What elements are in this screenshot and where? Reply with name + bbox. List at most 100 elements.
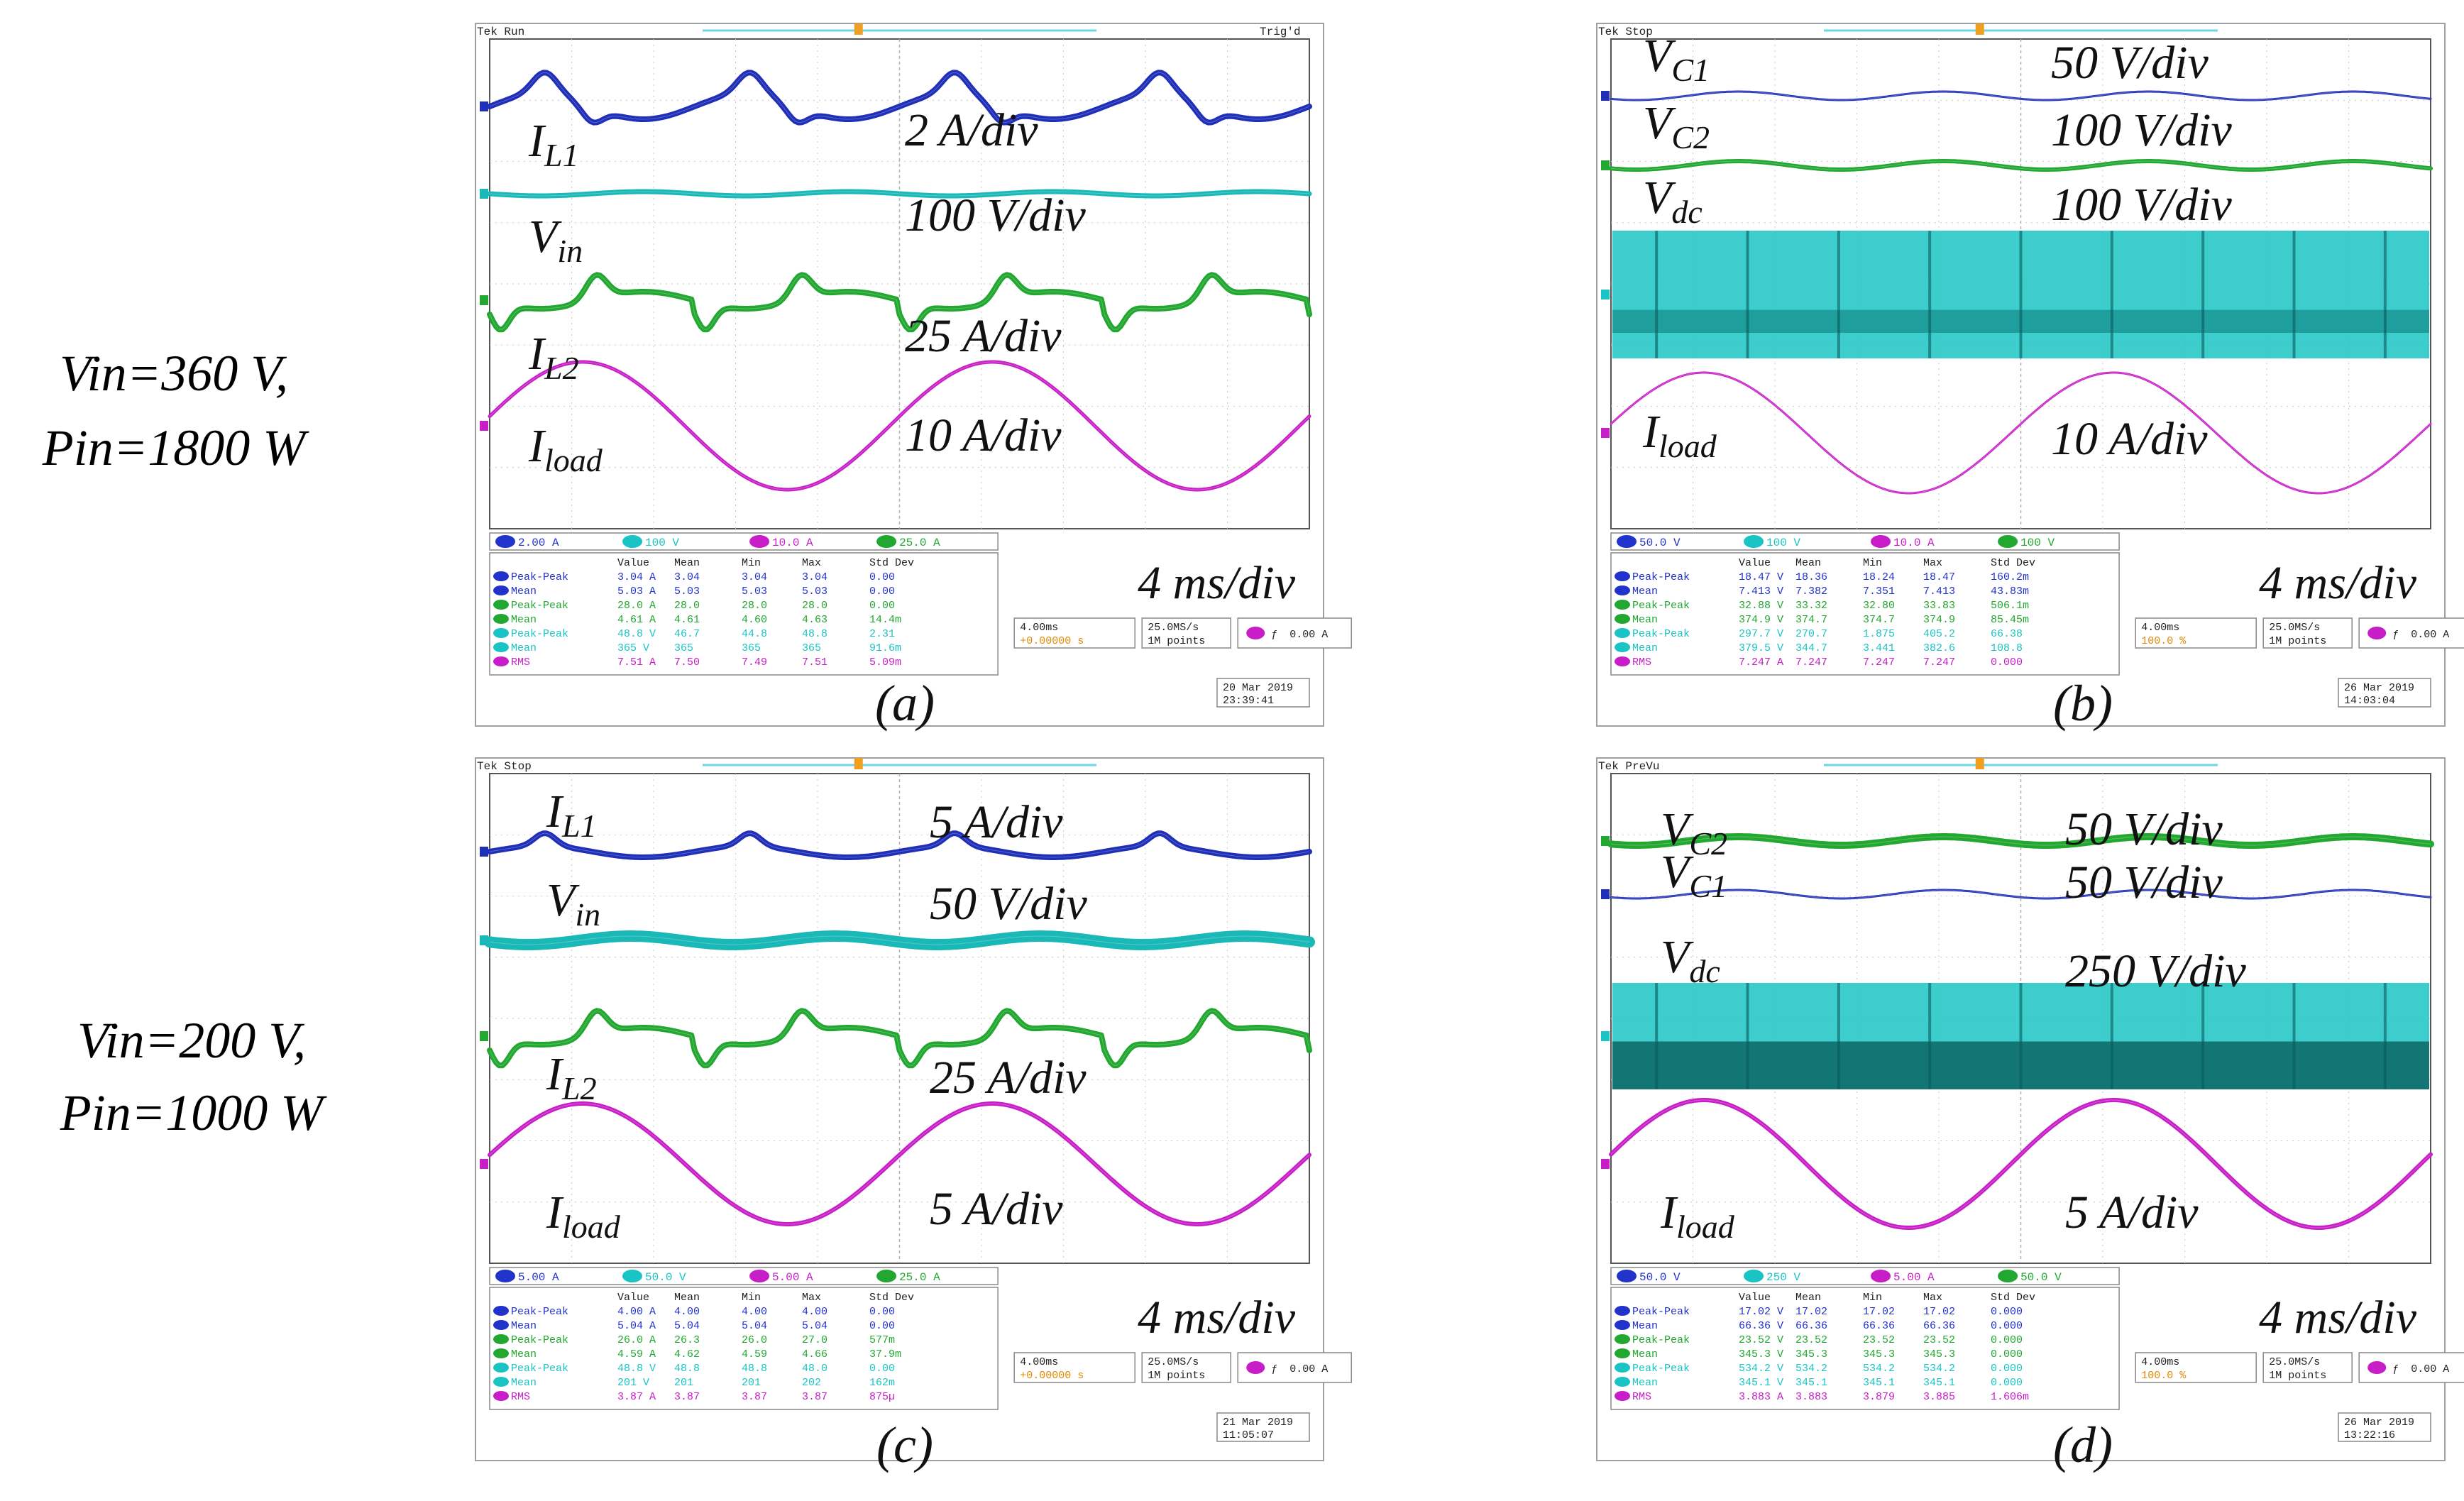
measurement-value: 3.87 bbox=[742, 1391, 767, 1403]
measurement-value: 44.8 bbox=[742, 628, 767, 640]
trace-name-label: Iload bbox=[528, 420, 603, 478]
trace-highlight bbox=[1610, 160, 2431, 170]
channel-scale-value: 100 V bbox=[645, 537, 679, 549]
timebase-label: 4 ms/div bbox=[1138, 557, 1296, 609]
measurement-value: 7.247 bbox=[1863, 656, 1895, 669]
measurement-name: RMS bbox=[511, 656, 530, 669]
measurement-name: Peak-Peak bbox=[511, 1363, 568, 1375]
trace-scale-label: 5 A/div bbox=[2065, 1187, 2199, 1238]
channel-badge bbox=[1744, 1270, 1764, 1282]
trace-name-label: Vin bbox=[546, 874, 600, 933]
channel-scale-value: 10.0 A bbox=[1893, 537, 1935, 549]
trace-name-label: VC1 bbox=[1661, 846, 1727, 904]
measurement-value: 374.9 bbox=[1923, 614, 1955, 626]
trace-i-load bbox=[1610, 371, 2432, 495]
measurement-value: 18.36 bbox=[1795, 571, 1827, 583]
measurement-value: 534.2 bbox=[1923, 1363, 1955, 1375]
channel-badge bbox=[1617, 1270, 1637, 1282]
measurement-value: 297.7 V bbox=[1739, 628, 1783, 640]
measurement-value: 48.8 bbox=[742, 1363, 767, 1375]
timebase-label: 4 ms/div bbox=[2259, 1292, 2417, 1343]
measurement-value: 4.00 bbox=[802, 1306, 827, 1318]
trace-name-label: Iload bbox=[1642, 406, 1717, 464]
measurement-value: 32.80 bbox=[1863, 600, 1895, 612]
trigger-level: 0.00 A bbox=[2411, 1363, 2449, 1375]
measurement-value: 18.47 bbox=[1923, 571, 1955, 583]
measurement-value: 37.9m bbox=[869, 1348, 901, 1360]
trace-scale-label: 25 A/div bbox=[905, 310, 1062, 362]
measurement-value: 5.04 bbox=[674, 1320, 700, 1332]
sample-rate: 25.0MS/s bbox=[1148, 1356, 1199, 1368]
measurement-header: Value bbox=[617, 1292, 649, 1304]
measurement-value: 17.02 bbox=[1795, 1306, 1827, 1318]
ground-marker bbox=[1601, 290, 1610, 299]
measurement-header: Max bbox=[802, 1292, 821, 1304]
horizontal-scale: 4.00ms bbox=[1020, 1356, 1058, 1368]
measurement-value: 66.36 bbox=[1923, 1320, 1955, 1332]
trace-i-L1 bbox=[487, 70, 1312, 126]
trace-line bbox=[488, 1101, 1311, 1226]
measurement-value: 2.31 bbox=[869, 628, 895, 640]
measurement-value: 108.8 bbox=[1991, 642, 2023, 654]
trigger-slope-icon: ƒ bbox=[1271, 1363, 1277, 1375]
measurement-table: Value Mean Min Max Std Dev Peak-Peak 18.47 V 18… bbox=[1610, 552, 2120, 676]
measurement-value: 345.1 bbox=[1863, 1377, 1895, 1389]
measurement-channel-badge bbox=[493, 600, 509, 610]
row-label-2-line2: Pin=1000 W bbox=[60, 1084, 328, 1141]
channel-scale-value: 50.0 V bbox=[1639, 537, 1681, 549]
ground-marker bbox=[480, 421, 488, 431]
measurement-name: Peak-Peak bbox=[1632, 628, 1690, 640]
measurement-header: Mean bbox=[1795, 1292, 1821, 1304]
measurement-name: Peak-Peak bbox=[511, 571, 568, 583]
measurement-value: 7.49 bbox=[742, 656, 767, 669]
trace-scale-label: 100 V/div bbox=[2051, 179, 2232, 231]
measurement-value: 0.000 bbox=[1991, 1363, 2023, 1375]
panel-caption: (a) bbox=[875, 675, 935, 732]
measurement-value: 5.03 A bbox=[617, 585, 656, 598]
trigger-channel-badge bbox=[2367, 627, 2387, 639]
measurement-value: 374.7 bbox=[1863, 614, 1895, 626]
measurement-value: 3.04 bbox=[802, 571, 827, 583]
ground-marker bbox=[480, 189, 488, 199]
trace-v-C1 bbox=[1610, 90, 2432, 101]
measurement-value: 48.8 bbox=[674, 1363, 700, 1375]
trace-name-label: VC2 bbox=[1643, 97, 1710, 155]
trigger-channel-badge bbox=[1246, 627, 1265, 639]
trace-highlight bbox=[489, 274, 1310, 330]
ground-marker bbox=[1601, 1159, 1610, 1169]
measurement-value: 14.4m bbox=[869, 614, 901, 626]
measurement-value: 66.36 bbox=[1863, 1320, 1895, 1332]
ground-marker bbox=[1601, 160, 1610, 170]
trigger-marker bbox=[854, 23, 863, 35]
measurement-channel-badge bbox=[1615, 1348, 1630, 1358]
measurement-header: Mean bbox=[1795, 557, 1821, 569]
measurement-value: 7.382 bbox=[1795, 585, 1827, 598]
acquisition-time: 14:03:04 bbox=[2344, 695, 2395, 707]
trigger-position: +0.00000 s bbox=[1020, 635, 1084, 647]
trigger-marker bbox=[854, 758, 863, 769]
record-length: 1M points bbox=[1148, 1370, 1205, 1382]
measurement-value: 201 V bbox=[617, 1377, 649, 1389]
measurement-value: 3.441 bbox=[1863, 642, 1895, 654]
measurement-value: 33.83 bbox=[1923, 600, 1955, 612]
measurement-value: 5.03 bbox=[802, 585, 827, 598]
measurement-value: 379.5 V bbox=[1739, 642, 1783, 654]
row-label-1-line2: Pin=1800 W bbox=[42, 419, 310, 476]
measurement-value: 7.413 V bbox=[1739, 585, 1783, 598]
measurement-value: 28.0 bbox=[674, 600, 700, 612]
measurement-value: 26.0 bbox=[742, 1334, 767, 1346]
measurement-name: Mean bbox=[1632, 642, 1658, 654]
measurement-name: Mean bbox=[511, 1348, 537, 1360]
measurement-channel-badge bbox=[493, 1391, 509, 1401]
measurement-value: 365 V bbox=[617, 642, 649, 654]
measurement-table-frame bbox=[489, 1287, 999, 1410]
panel-caption: (c) bbox=[876, 1417, 933, 1473]
horizontal-scale: 4.00ms bbox=[2141, 1356, 2179, 1368]
measurement-value: 46.7 bbox=[674, 628, 700, 640]
measurement-table: Value Mean Min Max Std Dev Peak-Peak 3.04 A 3.0… bbox=[489, 552, 999, 676]
measurement-name: Mean bbox=[1632, 1348, 1658, 1360]
measurement-value: 0.000 bbox=[1991, 1377, 2023, 1389]
trace-scale-label: 50 V/div bbox=[930, 878, 1087, 930]
datetime-box bbox=[1216, 678, 1310, 708]
measurement-value: 5.04 A bbox=[617, 1320, 656, 1332]
